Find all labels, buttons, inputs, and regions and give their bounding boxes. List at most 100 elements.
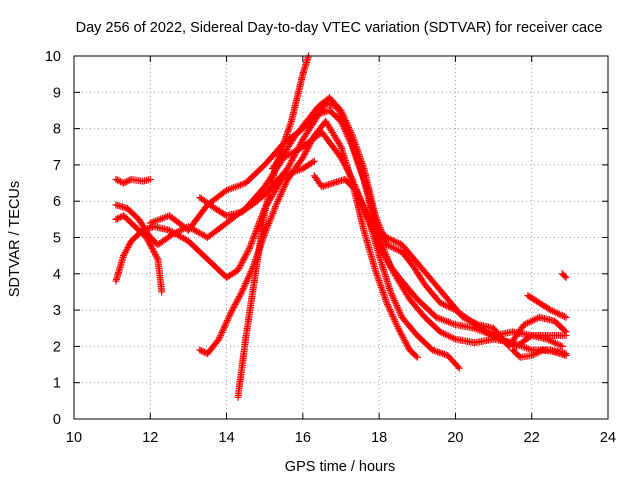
data-point (361, 207, 369, 215)
data-point (217, 330, 225, 338)
data-point (238, 258, 246, 266)
data-point (239, 285, 247, 293)
data-point (354, 147, 362, 155)
data-point (504, 338, 512, 346)
data-point (295, 144, 303, 152)
data-point (381, 247, 389, 255)
data-point (387, 288, 395, 296)
data-point (261, 228, 269, 236)
data-point (440, 350, 448, 358)
data-point (123, 245, 131, 253)
data-point (396, 327, 404, 335)
data-point (445, 332, 453, 340)
data-point (361, 205, 369, 213)
data-point (124, 244, 132, 252)
y-tick-label: 2 (53, 339, 61, 355)
data-point (245, 271, 253, 279)
data-point (345, 123, 353, 131)
data-points (112, 52, 570, 401)
data-point (485, 329, 493, 337)
data-point (550, 338, 558, 346)
data-point (502, 338, 510, 346)
data-point (557, 342, 565, 350)
data-point (147, 241, 155, 249)
data-point (376, 278, 384, 286)
data-point (394, 305, 402, 313)
data-point (381, 237, 389, 245)
data-point (248, 238, 256, 246)
data-point (528, 351, 536, 359)
data-point (379, 244, 387, 252)
data-point (306, 140, 314, 148)
data-point (559, 312, 567, 320)
data-point (232, 299, 240, 307)
data-point (379, 287, 387, 295)
data-point (384, 242, 392, 250)
data-point (455, 364, 463, 372)
data-point (228, 307, 236, 315)
data-point (235, 265, 243, 273)
data-point (345, 125, 353, 133)
x-tick-label: 16 (295, 430, 311, 446)
data-point (254, 249, 262, 257)
data-point (390, 237, 398, 245)
data-point (113, 176, 121, 184)
data-point (263, 223, 271, 231)
data-point (271, 204, 279, 212)
data-point (171, 229, 179, 237)
data-point (253, 251, 261, 259)
data-point (358, 159, 366, 167)
data-point (247, 241, 255, 249)
data-point (523, 319, 531, 327)
series-track-l (509, 346, 570, 361)
data-point (373, 217, 381, 225)
data-point (303, 146, 311, 154)
data-point (388, 243, 396, 251)
data-point (151, 249, 159, 257)
data-point (391, 298, 399, 306)
data-point (242, 279, 250, 287)
data-point (297, 139, 305, 147)
data-point (373, 215, 381, 223)
data-point (393, 246, 401, 254)
data-point (393, 238, 401, 246)
data-point (242, 278, 250, 286)
data-point (176, 227, 184, 235)
data-point (238, 288, 246, 296)
data-point (221, 322, 229, 330)
data-point (230, 184, 238, 192)
data-point (376, 224, 384, 232)
y-tick-label: 8 (53, 122, 61, 138)
series-track-j (268, 94, 566, 350)
data-point (152, 252, 160, 260)
data-point (244, 248, 252, 256)
data-point (265, 220, 273, 228)
data-point (255, 245, 263, 253)
data-point (357, 196, 365, 204)
data-point (358, 200, 366, 208)
data-point (296, 140, 304, 148)
data-point (448, 334, 456, 342)
data-point (260, 233, 268, 241)
data-point (391, 245, 399, 253)
data-point (197, 347, 205, 355)
data-point (120, 179, 128, 187)
data-point (388, 311, 396, 319)
data-point (267, 214, 275, 222)
data-point (394, 324, 402, 332)
data-point (231, 300, 239, 308)
data-point (381, 236, 389, 244)
data-point (276, 192, 284, 200)
data-point (196, 346, 204, 354)
chart-title: Day 256 of 2022, Sidereal Day-to-day VTE… (76, 20, 603, 36)
data-point (382, 297, 390, 305)
data-point (235, 293, 243, 301)
data-point (281, 181, 289, 189)
data-point (342, 117, 350, 125)
data-point (392, 300, 400, 308)
data-point (482, 328, 490, 336)
y-tick-label: 1 (53, 376, 61, 392)
data-point (398, 332, 406, 340)
data-point (382, 295, 390, 303)
